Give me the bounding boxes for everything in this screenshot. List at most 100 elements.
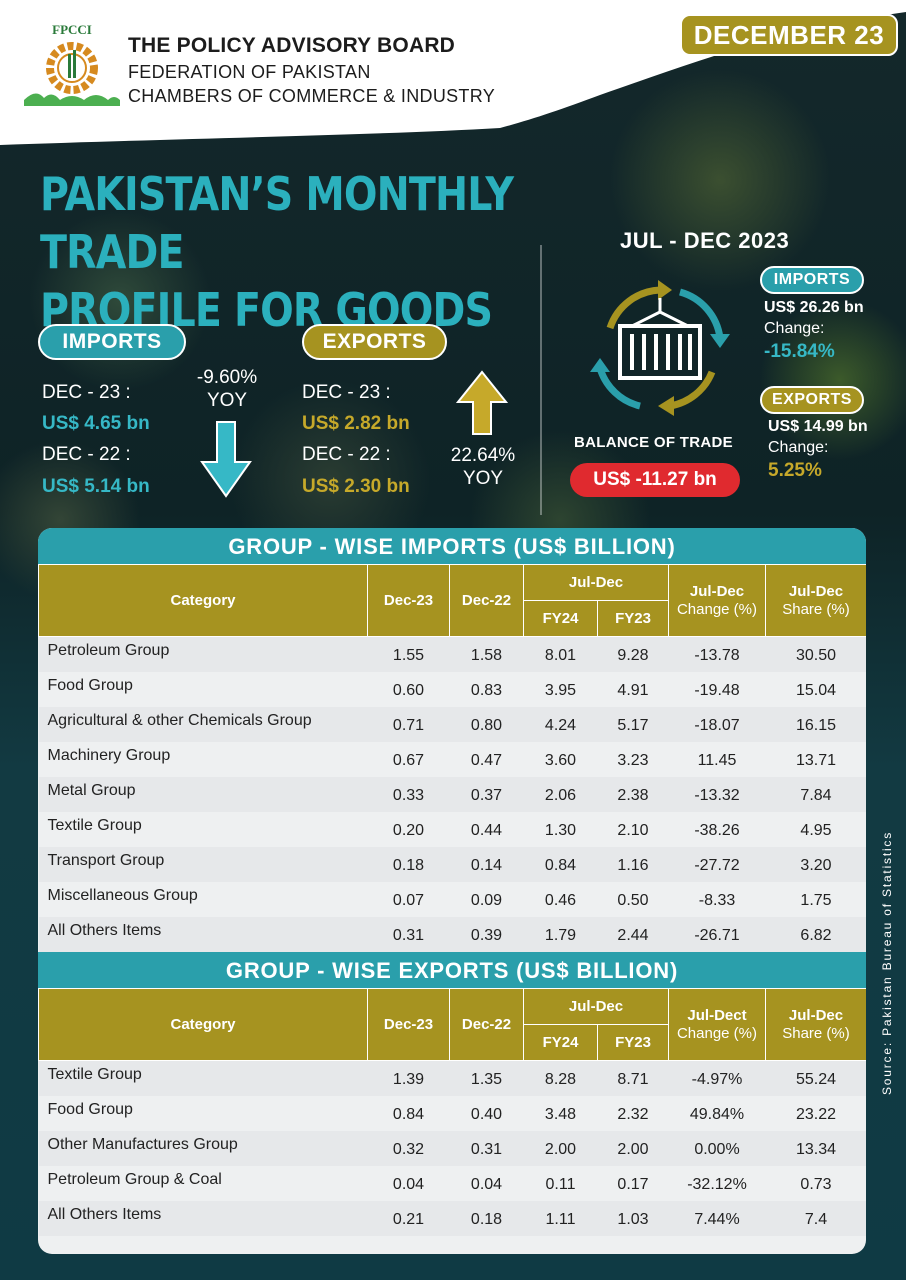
exports-yoy: 22.64% YOY — [438, 444, 528, 490]
exports-header-change-l1: Jul-Dect — [687, 1006, 747, 1024]
org-name-line1: FEDERATION OF PAKISTAN — [128, 62, 371, 82]
exports-row-value: 0.32 — [367, 1130, 450, 1166]
imports-row-category: Textile Group — [47, 816, 142, 834]
imports-dec22-value: US$ 5.14 bn — [42, 476, 150, 497]
fpcci-logo-icon: FPCCI — [24, 22, 120, 106]
imports-header-share-l2: Share (%) — [782, 600, 850, 618]
date-badge: DECEMBER 23 — [680, 14, 898, 56]
imports-row-value: 7.84 — [765, 776, 866, 812]
main-title-line1: PAKISTAN’S MONTHLY TRADE — [40, 167, 514, 279]
exports-header-dec23: Dec-23 — [367, 988, 450, 1061]
exports-row-value: 0.00% — [668, 1130, 766, 1166]
exports-header-juldec: Jul-Dec — [523, 988, 669, 1025]
imports-row-value: 0.33 — [367, 776, 450, 812]
down-arrow-icon — [200, 421, 252, 498]
imports-header-change-l2: Change (%) — [676, 600, 758, 618]
exports-dec22-label: DEC - 22 : — [302, 444, 391, 465]
imports-row-value: 0.83 — [470, 682, 503, 699]
section-divider — [540, 245, 542, 515]
imports-header-dec23: Dec-23 — [367, 564, 450, 637]
balance-label: BALANCE OF TRADE — [574, 434, 733, 451]
exports-header-share-l2: Share (%) — [782, 1024, 850, 1042]
imports-row-value: 0.80 — [449, 706, 524, 742]
imports-row-value: -38.26 — [694, 822, 740, 839]
up-arrow-icon — [456, 370, 508, 435]
period-imports-pill: IMPORTS — [760, 266, 864, 294]
exports-row-value: 2.32 — [617, 1106, 649, 1123]
imports-yoy-label: YOY — [206, 390, 248, 411]
exports-table: Category Dec-23 Dec-22 Jul-Dec Jul-Dect … — [38, 988, 866, 1236]
exports-row-value: 8.71 — [597, 1060, 669, 1096]
balance-value: US$ -11.27 bn — [570, 463, 740, 497]
imports-yoy: -9.60% YOY — [182, 366, 272, 412]
exports-table-row: Petroleum Group & Coal 0.04 0.04 0.11 0.17 -3… — [39, 1166, 867, 1201]
imports-row-value: 15.04 — [795, 682, 837, 699]
imports-row-value: 3.20 — [765, 846, 866, 882]
imports-row-value: 2.38 — [597, 776, 669, 812]
imports-row-value: 8.01 — [523, 636, 598, 672]
imports-dec23-value: US$ 4.65 bn — [42, 413, 150, 434]
exports-row-category: Petroleum Group & Coal — [47, 1170, 222, 1188]
period-imports-change: -15.84% — [764, 341, 835, 362]
exports-row-category: All Others Items — [38, 1200, 368, 1236]
exports-row-value: 0.04 — [392, 1176, 425, 1193]
imports-row-value: 2.06 — [523, 776, 598, 812]
period-exports-change: 5.25% — [768, 460, 822, 481]
imports-row-value: 2.44 — [597, 916, 669, 952]
imports-table-row: Metal Group 0.33 0.37 2.06 2.38 -13.32 7.84 — [38, 776, 866, 812]
imports-header-share-l1: Jul-Dec — [788, 582, 844, 600]
imports-row-value: 0.67 — [392, 752, 425, 769]
exports-row-value: 1.35 — [449, 1060, 524, 1096]
exports-row-value: 0.04 — [470, 1176, 503, 1193]
imports-row-value: -18.07 — [668, 706, 766, 742]
imports-row-value: 3.23 — [617, 752, 649, 769]
imports-row-value: 0.60 — [392, 682, 425, 699]
imports-yoy-pct: -9.60% — [196, 367, 258, 388]
exports-row-value: 49.84% — [689, 1106, 745, 1123]
imports-table-title: GROUP - WISE IMPORTS (US$ BILLION) — [38, 528, 866, 566]
exports-row-value: 0.84 — [392, 1106, 425, 1123]
imports-table-row: Petroleum Group 1.55 1.58 8.01 9.28 -13.78 30.… — [38, 636, 866, 672]
exports-row-category: Other Manufactures Group — [38, 1130, 368, 1166]
imports-row-value: 0.18 — [367, 846, 450, 882]
exports-header-fy23: FY23 — [597, 1024, 669, 1061]
imports-table-body: Petroleum Group 1.55 1.58 8.01 9.28 -13.78 30.… — [38, 636, 867, 952]
exports-row-value: -4.97% — [668, 1060, 766, 1096]
imports-pill: IMPORTS — [38, 324, 186, 360]
exports-table-row: Other Manufactures Group 0.32 0.31 2.00 2.00… — [38, 1130, 866, 1166]
imports-row-value: 1.30 — [544, 822, 577, 839]
exports-header-share: Jul-Dec Share (%) — [765, 988, 866, 1061]
exports-row-value: 0.18 — [449, 1200, 524, 1236]
imports-table-row: Transport Group 0.18 0.14 0.84 1.16 -27.72 3.2… — [38, 846, 866, 882]
exports-row-value: 7.4 — [765, 1200, 866, 1236]
imports-header-category: Category — [38, 564, 368, 637]
imports-dec22-label: DEC - 22 : — [42, 444, 131, 465]
exports-table-row: Textile Group 1.39 1.35 8.28 8.71 -4.97% 55.24 — [38, 1060, 866, 1096]
imports-row-value: 0.44 — [470, 822, 503, 839]
exports-row-value: 23.22 — [795, 1106, 837, 1123]
imports-header-change-l1: Jul-Dec — [689, 582, 745, 600]
imports-row-value: 0.71 — [367, 706, 450, 742]
exports-table-row: Food Group 0.84 0.40 3.48 2.32 49.84% 23.22 — [39, 1096, 867, 1131]
exports-row-value: 0.73 — [800, 1176, 832, 1193]
exports-row-value: 0.21 — [367, 1200, 450, 1236]
imports-row-value: 0.47 — [470, 752, 503, 769]
imports-row-category: Miscellaneous Group — [47, 886, 198, 904]
imports-header-fy24: FY24 — [523, 600, 598, 637]
imports-table-row: Food Group 0.60 0.83 3.95 4.91 -19.48 15.04 — [39, 672, 867, 707]
header-banner — [0, 0, 906, 145]
imports-row-value: 0.39 — [449, 916, 524, 952]
svg-text:FPCCI: FPCCI — [52, 22, 92, 37]
imports-dec23-label: DEC - 23 : — [42, 382, 131, 403]
exports-table-row: All Others Items 0.21 0.18 1.11 1.03 7.44% 7.4 — [38, 1200, 866, 1236]
imports-row-value: 3.60 — [544, 752, 577, 769]
exports-row-value: 7.44% — [668, 1200, 766, 1236]
imports-row-value: 3.95 — [544, 682, 577, 699]
imports-row-value: 5.17 — [597, 706, 669, 742]
imports-table-row: Miscellaneous Group 0.07 0.09 0.46 0.50 -8.33… — [39, 882, 867, 917]
period-exports-change-label: Change: — [768, 439, 829, 456]
imports-table-row: Agricultural & other Chemicals Group 0.71… — [38, 706, 866, 742]
imports-row-value: -26.71 — [668, 916, 766, 952]
imports-header-dec22: Dec-22 — [449, 564, 524, 637]
imports-row-value: -27.72 — [668, 846, 766, 882]
